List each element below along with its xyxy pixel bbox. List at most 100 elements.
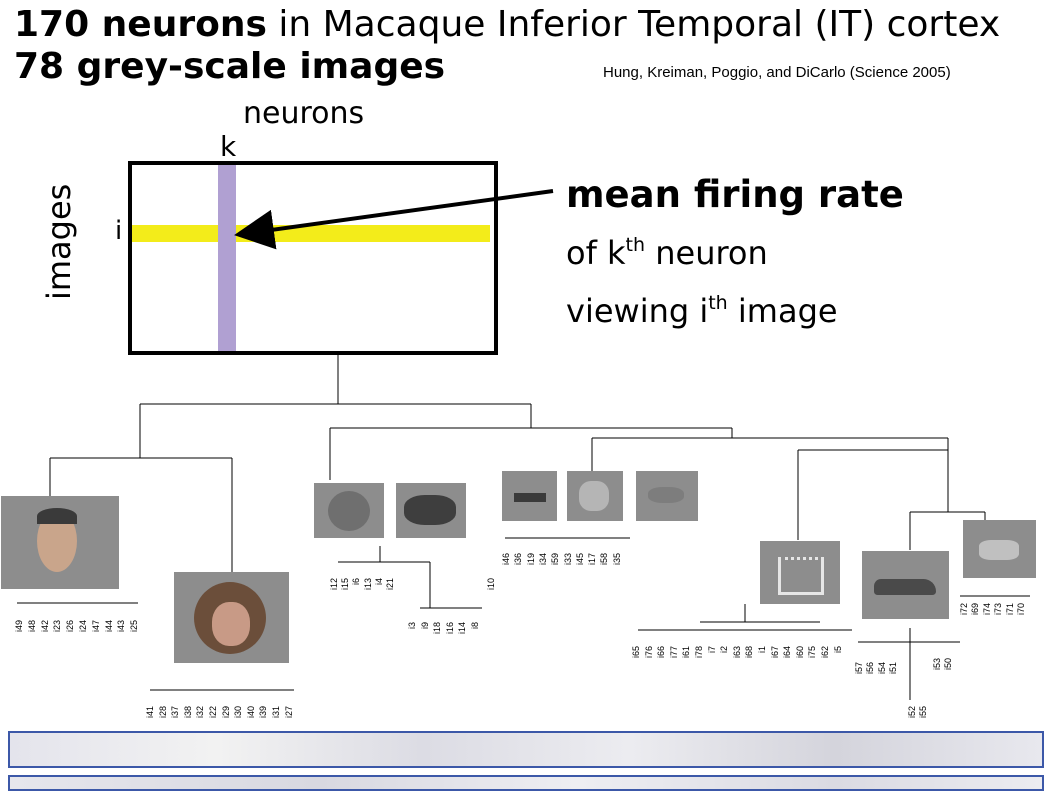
leaf-label: i17 (587, 553, 598, 566)
leaf-label: i44 (103, 620, 114, 633)
blob-image (636, 471, 698, 521)
tank-image (502, 471, 557, 521)
leaf-label: i41 (145, 706, 155, 719)
abstract-shape-image (760, 541, 840, 604)
leaf-label: i75 (807, 646, 818, 659)
leaf-label: i49 (14, 620, 24, 633)
leaf-label: i58 (599, 553, 610, 566)
leaf-label: i47 (90, 620, 101, 633)
leaf-label: i13 (362, 578, 373, 591)
leaf-label: i26 (65, 620, 76, 633)
leaf-label: i31 (271, 706, 281, 719)
leaf-label: i18 (432, 622, 442, 635)
leaf-label: i61 (681, 646, 692, 659)
response-strip-2 (8, 775, 1044, 791)
leaf-label: i10 (486, 578, 496, 591)
leaf-label: i3 (407, 622, 417, 630)
annotation: mean firing rate of kth neuron viewing i… (566, 170, 904, 336)
leaf-label: i32 (195, 706, 206, 719)
leaf-label: i48 (26, 620, 37, 633)
data-matrix (128, 161, 498, 355)
leaf-label: i19 (525, 553, 536, 566)
leaf-label: i7 (706, 646, 717, 654)
monkey-face-image (174, 572, 289, 663)
leaf-label: i66 (656, 646, 667, 659)
dog-image (963, 520, 1036, 578)
leaf-label: i38 (182, 706, 193, 719)
leaf-label: i14 (457, 622, 467, 635)
annotation-heading: mean firing rate (566, 173, 904, 216)
leaf-label: i39 (258, 706, 269, 719)
title-bold: 170 neurons (14, 4, 267, 45)
leaf-label: i2 (719, 646, 730, 654)
annotation-line-3: viewing ith image (566, 292, 838, 330)
leaf-label: i74 (981, 603, 992, 616)
leaf-label: i21 (385, 578, 395, 591)
leaf-label: i25 (129, 620, 140, 633)
annotation-line-2: of kth neuron (566, 234, 768, 272)
k-index-label: k (220, 130, 237, 163)
citation: Hung, Kreiman, Poggio, and DiCarlo (Scie… (603, 64, 951, 81)
leaf-label: i65 (631, 646, 641, 659)
leaf-label: i73 (993, 603, 1004, 616)
leaf-label: i46 (501, 553, 511, 566)
leaf-label: i36 (513, 553, 524, 566)
leaf-label: i42 (39, 620, 50, 633)
leaf-label: i50 (943, 658, 953, 671)
leaf-label: i27 (283, 706, 294, 719)
leaf-label: i9 (419, 622, 430, 630)
human-face-image (1, 496, 119, 589)
leaf-label: i70 (1016, 603, 1026, 616)
leaf-label: i51 (888, 662, 899, 675)
neurons-axis-label: neurons (243, 96, 365, 131)
leaf-label: i45 (574, 553, 585, 566)
leaf-label: i67 (769, 646, 780, 659)
leaf-label: i22 (208, 706, 218, 719)
leaf-label: i60 (794, 646, 805, 659)
leaf-label: i12 (329, 578, 339, 591)
leaf-label: i40 (245, 706, 256, 719)
leaf-label: i68 (744, 646, 755, 659)
title-line-2: 78 grey-scale images (14, 46, 446, 87)
leaf-label: i6 (351, 578, 362, 586)
leaf-label: i55 (918, 706, 928, 719)
hand-image (567, 471, 623, 521)
title-line-1: 170 neurons in Macaque Inferior Temporal… (14, 4, 1000, 46)
leaf-label: i15 (340, 578, 351, 591)
leaf-label: i43 (116, 620, 127, 633)
leaf-label: i56 (865, 662, 876, 675)
leaf-label: i8 (469, 622, 480, 630)
car-image (862, 551, 949, 619)
leaf-label: i69 (970, 603, 981, 616)
leaf-label: i16 (444, 622, 455, 635)
leaf-label: i62 (820, 646, 830, 659)
vegetable-image (396, 483, 466, 538)
dendrogram (17, 351, 1030, 700)
leaf-label: i77 (668, 646, 679, 659)
leaf-label: i59 (550, 553, 561, 566)
leaf-label: i54 (876, 662, 887, 675)
leaf-label: i78 (694, 646, 704, 659)
leaf-label: i30 (233, 706, 244, 719)
leaf-label: i71 (1004, 603, 1015, 616)
leaf-label: i4 (373, 578, 384, 586)
pointer-arrow (234, 189, 554, 250)
leaf-label: i76 (643, 646, 654, 659)
leaf-label: i57 (854, 662, 864, 675)
leaf-label: i52 (907, 706, 917, 719)
leaf-label: i64 (782, 646, 793, 659)
leaf-label: i34 (537, 553, 548, 566)
column-highlight (218, 165, 236, 351)
leaf-label: i37 (170, 706, 181, 719)
leaf-label: i24 (78, 620, 88, 633)
leaf-label: i33 (562, 553, 573, 566)
leaf-label: i23 (52, 620, 63, 633)
leaf-label: i29 (220, 706, 231, 719)
leaf-label: i5 (832, 646, 843, 654)
leaf-label: i1 (757, 646, 767, 654)
response-strip-1 (8, 731, 1044, 768)
leaf-label: i63 (731, 646, 742, 659)
fruit-image (314, 483, 384, 538)
leaf-label: i35 (611, 553, 622, 566)
